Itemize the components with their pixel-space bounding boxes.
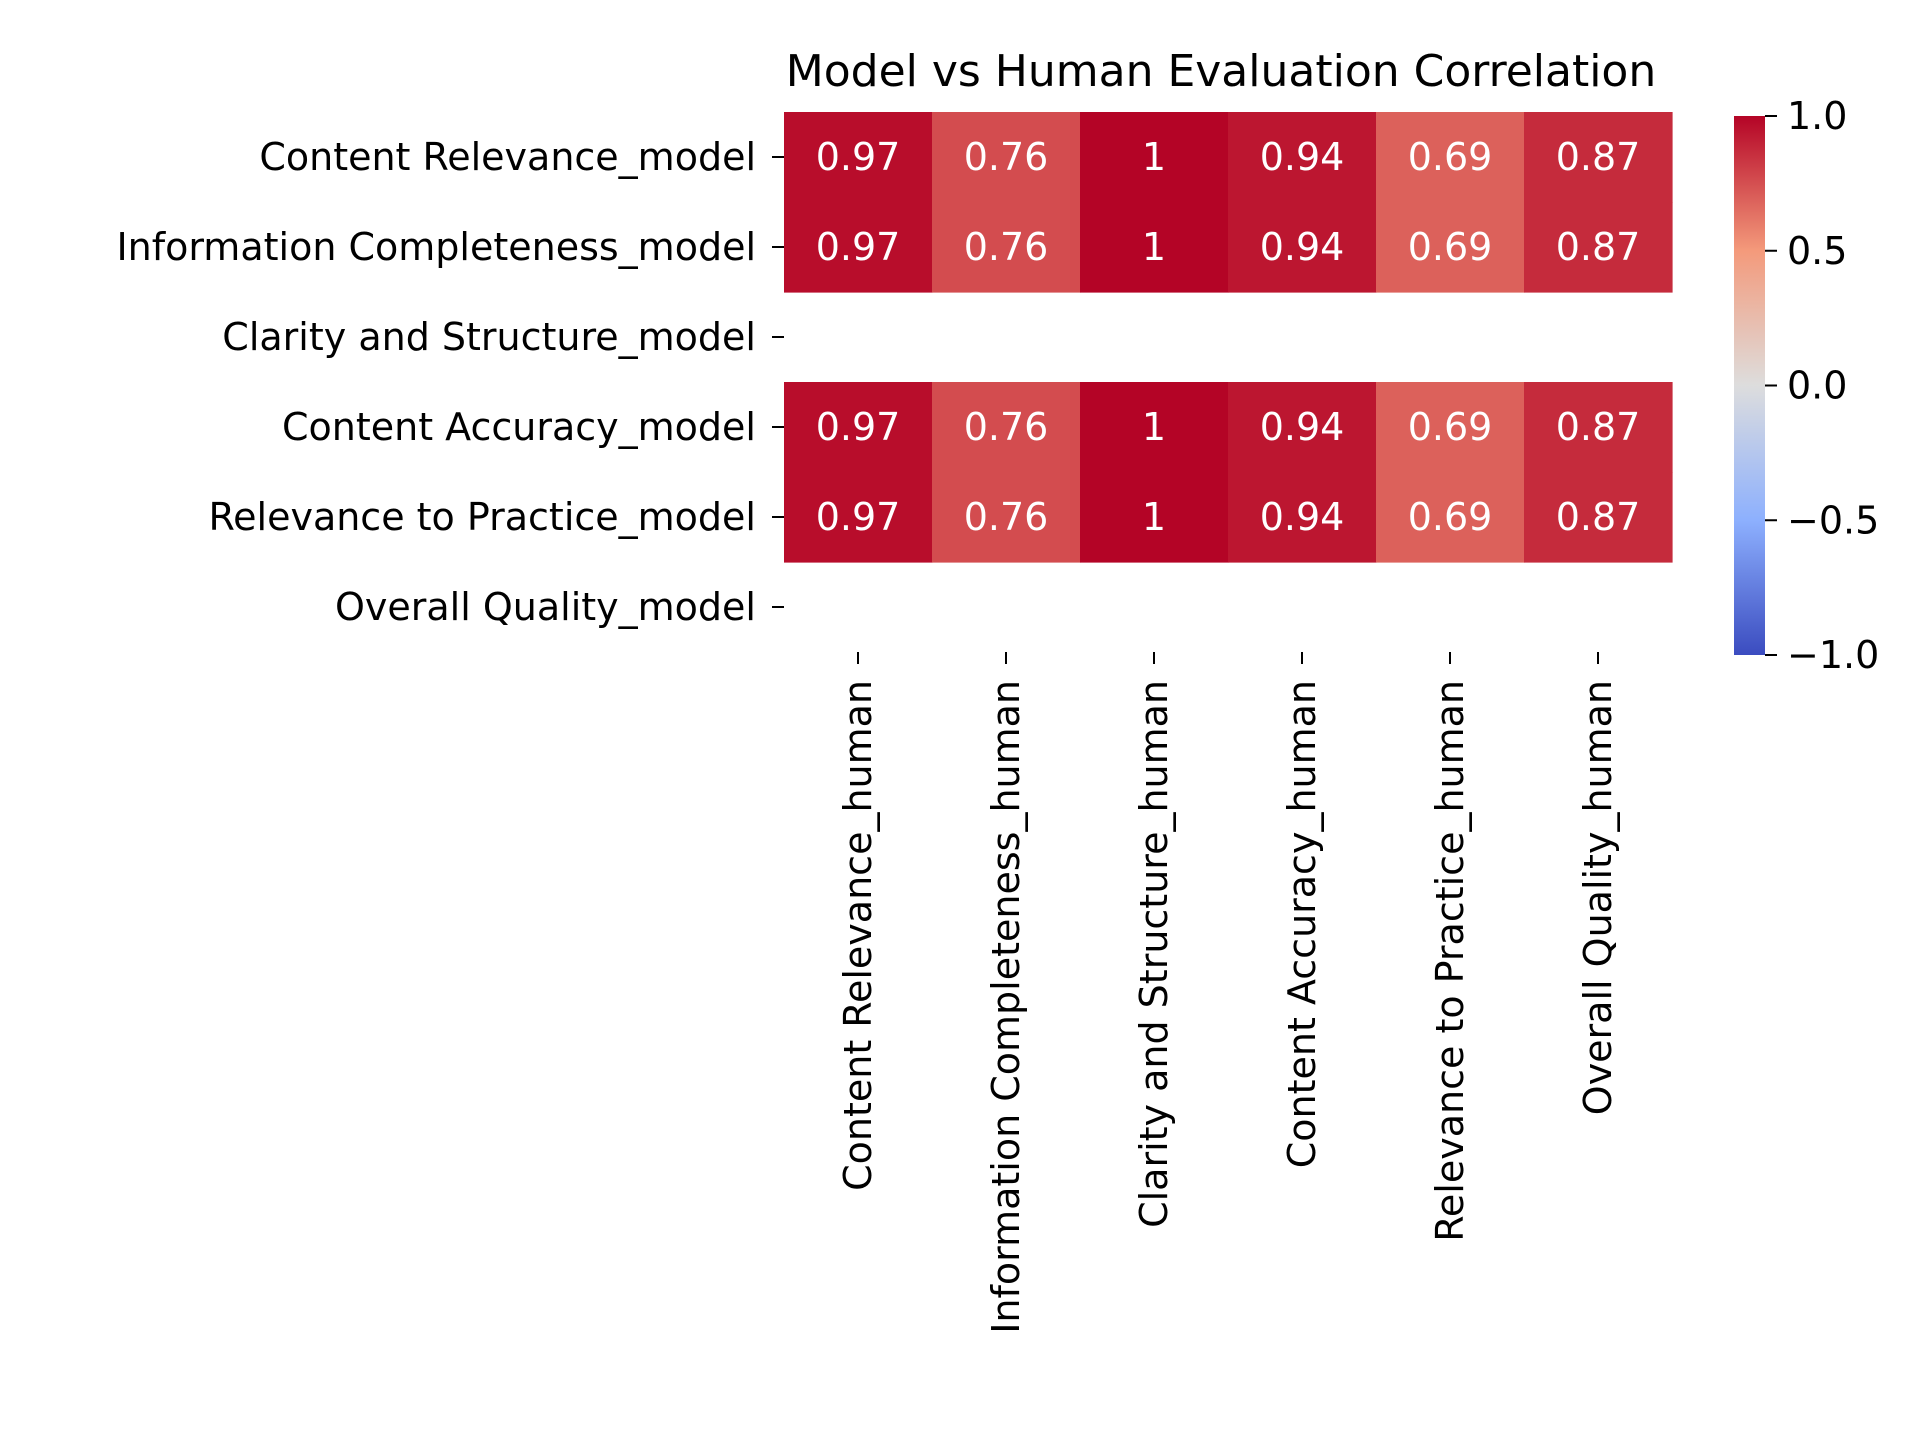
heatmap-cell [932, 382, 1081, 473]
colorbar-tick-label: −1.0 [1787, 633, 1879, 677]
cell-value-label: 0.97 [816, 405, 901, 449]
heatmap-cell [1228, 382, 1377, 473]
cell-value-label: 0.76 [964, 495, 1049, 539]
cell-value-label: 1 [1142, 225, 1166, 269]
heatmap-cell [932, 202, 1081, 293]
cell-value-label: 0.87 [1556, 405, 1641, 449]
heatmap-cell [932, 472, 1081, 563]
heatmap-cell [1524, 472, 1673, 563]
heatmap-cell [1524, 112, 1673, 203]
colorbar-tick-label: 1.0 [1787, 94, 1847, 138]
heatmap-cell [1524, 202, 1673, 293]
cell-value-label: 0.76 [964, 135, 1049, 179]
cell-value-label: 0.97 [816, 495, 901, 539]
heatmap-cell [1376, 472, 1525, 563]
row-labels: Content Relevance_model Information Compl… [116, 135, 784, 629]
cell-value-label: 0.94 [1260, 495, 1345, 539]
x-tick-label: Information Completeness_human [984, 680, 1028, 1334]
colorbar-tick-label: 0.0 [1787, 364, 1847, 408]
y-tick-label: Overall Quality_model [335, 585, 756, 629]
y-tick-label: Content Accuracy_model [282, 405, 756, 449]
heatmap-cell [784, 112, 933, 203]
x-tick-label: Clarity and Structure_human [1132, 680, 1176, 1228]
cell-value-label: 0.87 [1556, 225, 1641, 269]
column-labels: Content Relevance_human Information Compl… [836, 652, 1620, 1334]
cell-value-label: 0.94 [1260, 135, 1345, 179]
cell-value-label: 0.69 [1408, 135, 1493, 179]
heatmap-cells: 0.97 0.76 1 0.94 0.69 0.87 0.97 0.76 1 0.94 0.69 0.… [784, 112, 1673, 563]
cell-value-label: 0.87 [1556, 495, 1641, 539]
heatmap-cell [1228, 472, 1377, 563]
cell-value-label: 0.69 [1408, 495, 1493, 539]
heatmap-cell [1228, 202, 1377, 293]
y-tick-label: Clarity and Structure_model [222, 315, 756, 359]
x-tick-label: Content Relevance_human [836, 680, 880, 1191]
y-tick-label: Relevance to Practice_model [208, 495, 756, 539]
heatmap-cell [1376, 112, 1525, 203]
heatmap-cell [1376, 382, 1525, 473]
heatmap-cell [1376, 202, 1525, 293]
heatmap-cell [1080, 472, 1229, 563]
heatmap-cell [1228, 112, 1377, 203]
y-tick-label: Content Relevance_model [259, 135, 756, 179]
heatmap-cell [1080, 382, 1229, 473]
colorbar: 1.0 0.5 0.0 −0.5 −1.0 [1734, 94, 1879, 677]
cell-value-label: 0.87 [1556, 135, 1641, 179]
cell-value-label: 0.94 [1260, 405, 1345, 449]
cell-value-label: 1 [1142, 495, 1166, 539]
heatmap-cell [784, 382, 933, 473]
x-tick-label: Relevance to Practice_human [1428, 680, 1472, 1242]
colorbar-gradient [1734, 116, 1765, 655]
cell-value-label: 0.69 [1408, 405, 1493, 449]
heatmap-cell [1080, 202, 1229, 293]
cell-value-label: 0.69 [1408, 225, 1493, 269]
cell-value-label: 0.76 [964, 225, 1049, 269]
heatmap-cell [1080, 112, 1229, 203]
heatmap-cell [784, 472, 933, 563]
chart-title: Model vs Human Evaluation Correlation [786, 46, 1656, 97]
cell-value-label: 0.94 [1260, 225, 1345, 269]
heatmap-cell [1524, 382, 1673, 473]
cell-value-label: 0.97 [816, 225, 901, 269]
x-tick-label: Overall Quality_human [1576, 680, 1620, 1115]
cell-value-label: 1 [1142, 135, 1166, 179]
cell-value-label: 1 [1142, 405, 1166, 449]
colorbar-tick-label: 0.5 [1787, 229, 1847, 273]
cell-value-label: 0.76 [964, 405, 1049, 449]
colorbar-tick-label: −0.5 [1787, 498, 1879, 542]
heatmap-cell [932, 112, 1081, 203]
y-tick-label: Information Completeness_model [116, 225, 756, 269]
heatmap-cell [784, 202, 933, 293]
x-tick-label: Content Accuracy_human [1280, 680, 1324, 1168]
cell-value-label: 0.97 [816, 135, 901, 179]
